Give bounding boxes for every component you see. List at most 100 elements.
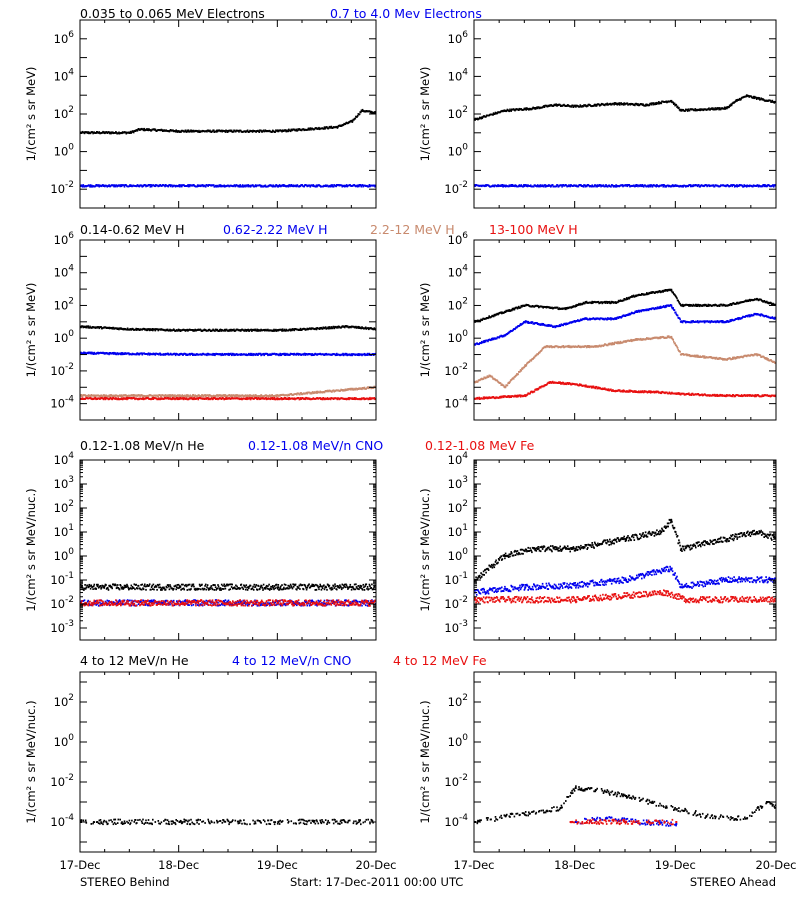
data-point <box>108 397 111 400</box>
data-point <box>641 185 643 188</box>
data-point <box>180 131 182 133</box>
data-point <box>171 394 174 396</box>
data-point <box>339 389 342 392</box>
data-point <box>612 102 615 105</box>
data-point <box>641 184 644 186</box>
data-point <box>610 302 612 304</box>
data-point <box>626 185 629 188</box>
data-point <box>655 103 658 105</box>
data-point <box>299 393 301 396</box>
data-point <box>138 185 141 188</box>
data-point <box>696 303 698 306</box>
data-point <box>277 130 280 133</box>
data-point <box>577 304 580 306</box>
data-point <box>358 354 360 357</box>
data-point <box>317 128 320 130</box>
data-point <box>558 324 561 326</box>
data-point <box>347 398 349 400</box>
data-point <box>198 129 200 132</box>
data-point <box>190 130 193 133</box>
data-point <box>647 184 649 187</box>
data-point <box>718 305 721 307</box>
data-point <box>536 107 539 110</box>
data-point <box>286 398 289 400</box>
data-point <box>308 391 311 394</box>
data-point <box>244 185 246 188</box>
data-point <box>733 185 736 188</box>
data-point <box>579 319 582 322</box>
series-black <box>80 325 376 332</box>
data-point <box>680 304 683 307</box>
series-blue <box>474 304 776 346</box>
data-point <box>178 353 181 356</box>
data-point <box>81 397 84 400</box>
data-point <box>526 185 529 188</box>
data-point <box>347 122 350 124</box>
data-point <box>518 184 521 186</box>
data-point <box>675 104 678 106</box>
data-point <box>635 185 637 187</box>
data-point <box>584 185 587 188</box>
data-point <box>595 105 598 107</box>
data-point <box>558 325 560 328</box>
data-point <box>496 185 499 187</box>
data-point <box>355 325 357 328</box>
data-point <box>661 289 664 292</box>
y-tick-label: 104 <box>448 67 469 83</box>
data-point <box>277 397 280 400</box>
data-point <box>573 320 576 322</box>
data-point <box>310 354 313 357</box>
data-point <box>606 318 609 321</box>
data-point <box>136 352 139 355</box>
data-point <box>294 129 297 132</box>
data-point <box>678 106 680 109</box>
data-point <box>539 184 542 186</box>
row2-title-1: 0.14-0.62 MeV H <box>80 222 185 237</box>
data-point <box>249 352 252 355</box>
data-point <box>185 395 187 398</box>
data-point <box>102 184 104 186</box>
data-point <box>120 398 123 400</box>
data-point <box>679 303 681 305</box>
data-point <box>321 328 324 330</box>
y-axis-label: 1/(cm² s sr MeV) <box>24 67 38 162</box>
data-point <box>229 328 232 331</box>
data-point <box>89 397 92 399</box>
data-point <box>116 352 119 355</box>
data-point <box>544 185 547 188</box>
data-point <box>724 108 727 110</box>
data-point <box>245 330 248 332</box>
data-point <box>326 327 329 330</box>
data-point <box>654 102 657 104</box>
data-point <box>221 352 224 355</box>
data-point <box>580 184 582 186</box>
data-point <box>354 117 357 120</box>
data-point <box>112 131 114 134</box>
data-point <box>291 185 294 188</box>
data-point <box>363 352 366 355</box>
data-point <box>523 108 525 111</box>
data-point <box>500 311 502 314</box>
data-point <box>519 306 522 309</box>
data-point <box>264 130 266 133</box>
data-point <box>332 398 335 400</box>
data-point <box>597 300 600 303</box>
data-point <box>642 103 644 106</box>
data-point <box>224 398 227 400</box>
data-point <box>139 128 142 131</box>
data-point <box>176 398 179 401</box>
data-point <box>621 184 624 186</box>
data-point <box>254 184 257 186</box>
data-point <box>543 185 545 188</box>
data-point <box>206 130 208 133</box>
data-point <box>501 185 503 187</box>
data-point <box>361 184 364 186</box>
data-point <box>590 185 593 188</box>
data-point <box>157 395 160 398</box>
data-point <box>178 130 181 133</box>
data-point <box>218 330 221 332</box>
data-point <box>632 294 635 297</box>
data-point <box>238 130 240 133</box>
data-point <box>152 329 154 332</box>
data-point <box>273 328 275 331</box>
